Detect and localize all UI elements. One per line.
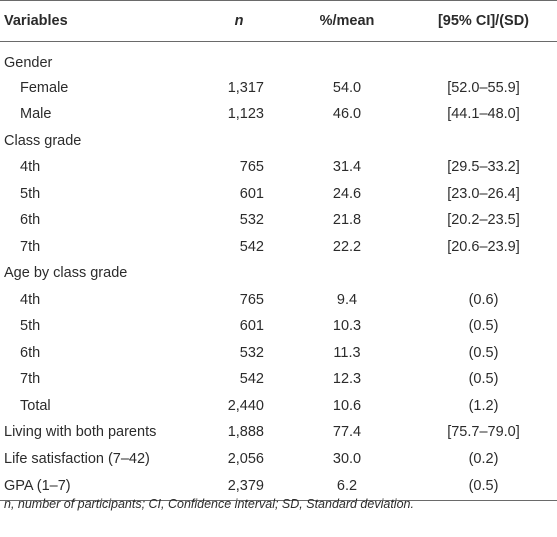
row-ci-sd: [75.7–79.0] bbox=[447, 424, 520, 441]
row-n: 1,123 bbox=[227, 106, 264, 123]
row-ci-sd: (1.2) bbox=[468, 397, 499, 414]
row-ci-sd: [20.2–23.5] bbox=[447, 212, 520, 229]
row-pct-mean: 54.0 bbox=[332, 79, 362, 96]
table-row: Life satisfaction (7–42) 2,056 30.0 (0.2) bbox=[0, 446, 557, 473]
row-pct-mean: 30.0 bbox=[332, 450, 362, 467]
row-label: 7th bbox=[20, 371, 41, 388]
data-table-container: Variables n %/mean [95% CI]/(SD) Gender F… bbox=[0, 0, 557, 500]
row-label: Gender bbox=[4, 54, 53, 71]
row-n bbox=[194, 128, 284, 155]
table-row: 4th 765 9.4 (0.6) bbox=[0, 287, 557, 314]
row-label: Class grade bbox=[4, 132, 82, 149]
row-pct-mean: 12.3 bbox=[332, 371, 362, 388]
table-row: Living with both parents 1,888 77.4 [75.7–7… bbox=[0, 419, 557, 446]
row-n: 765 bbox=[239, 291, 264, 308]
row-n bbox=[194, 42, 284, 75]
table-row: Female 1,317 54.0 [52.0–55.9] bbox=[0, 75, 557, 102]
row-label: 4th bbox=[20, 291, 41, 308]
header-row: Variables n %/mean [95% CI]/(SD) bbox=[0, 0, 557, 42]
row-n: 2,379 bbox=[227, 477, 264, 494]
row-n: 1,888 bbox=[227, 424, 264, 441]
table-row: Gender bbox=[0, 42, 557, 75]
row-pct-mean bbox=[284, 128, 410, 155]
row-ci-sd: [23.0–26.4] bbox=[447, 185, 520, 202]
row-ci-sd: (0.5) bbox=[468, 344, 499, 361]
row-label: Life satisfaction (7–42) bbox=[4, 450, 150, 467]
row-ci-sd: (0.5) bbox=[468, 477, 499, 494]
row-label: 5th bbox=[20, 185, 41, 202]
row-ci-sd: [20.6–23.9] bbox=[447, 238, 520, 255]
row-ci-sd bbox=[410, 128, 557, 155]
header-ci-sd: [95% CI]/(SD) bbox=[437, 13, 530, 29]
row-n: 601 bbox=[239, 318, 264, 335]
table-row: Total 2,440 10.6 (1.2) bbox=[0, 393, 557, 420]
row-n: 2,440 bbox=[227, 397, 264, 414]
table-header: Variables n %/mean [95% CI]/(SD) bbox=[0, 0, 557, 42]
header-pct-mean: %/mean bbox=[319, 13, 375, 29]
row-pct-mean: 11.3 bbox=[333, 344, 361, 361]
row-pct-mean bbox=[284, 42, 410, 75]
row-label: 7th bbox=[20, 238, 41, 255]
header-variables: Variables bbox=[4, 13, 68, 29]
row-n: 542 bbox=[239, 371, 264, 388]
row-ci-sd bbox=[410, 260, 557, 287]
row-ci-sd: (0.5) bbox=[468, 318, 499, 335]
table-row: 7th 542 12.3 (0.5) bbox=[0, 366, 557, 393]
table-row: 5th 601 10.3 (0.5) bbox=[0, 313, 557, 340]
table-body: Gender Female 1,317 54.0 [52.0–55.9] Male 1,12… bbox=[0, 42, 557, 500]
row-n: 2,056 bbox=[227, 450, 264, 467]
table-row: 6th 532 11.3 (0.5) bbox=[0, 340, 557, 367]
table-row: Age by class grade bbox=[0, 260, 557, 287]
table-row: 4th 765 31.4 [29.5–33.2] bbox=[0, 154, 557, 181]
row-label: Male bbox=[20, 106, 52, 123]
row-ci-sd: [29.5–33.2] bbox=[447, 159, 520, 176]
row-n: 601 bbox=[239, 185, 264, 202]
header-n: n bbox=[234, 13, 244, 29]
row-pct-mean: 46.0 bbox=[332, 106, 362, 123]
row-label: Age by class grade bbox=[4, 265, 128, 282]
row-label: Total bbox=[20, 397, 51, 414]
row-n: 542 bbox=[239, 238, 264, 255]
row-pct-mean: 77.4 bbox=[332, 424, 362, 441]
table-row: 5th 601 24.6 [23.0–26.4] bbox=[0, 181, 557, 208]
table-footnote: n, number of participants; CI, Confidenc… bbox=[4, 497, 414, 511]
table-row: 7th 542 22.2 [20.6–23.9] bbox=[0, 234, 557, 261]
row-pct-mean: 6.2 bbox=[336, 477, 358, 494]
row-ci-sd: (0.5) bbox=[468, 371, 499, 388]
row-pct-mean: 31.4 bbox=[332, 159, 362, 176]
row-n: 532 bbox=[239, 344, 264, 361]
row-ci-sd: (0.2) bbox=[468, 450, 499, 467]
table-row: Class grade bbox=[0, 128, 557, 155]
participants-table: Variables n %/mean [95% CI]/(SD) Gender F… bbox=[0, 0, 557, 500]
table-row: 6th 532 21.8 [20.2–23.5] bbox=[0, 207, 557, 234]
table-row: GPA (1–7) 2,379 6.2 (0.5) bbox=[0, 472, 557, 500]
row-n: 765 bbox=[239, 159, 264, 176]
row-pct-mean: 10.6 bbox=[332, 397, 362, 414]
row-label: Living with both parents bbox=[4, 424, 157, 441]
row-n: 532 bbox=[239, 212, 264, 229]
row-ci-sd bbox=[410, 42, 557, 75]
row-ci-sd: (0.6) bbox=[468, 291, 499, 308]
row-pct-mean: 24.6 bbox=[332, 185, 362, 202]
row-pct-mean: 10.3 bbox=[332, 318, 362, 335]
row-pct-mean: 9.4 bbox=[336, 291, 358, 308]
row-label: Female bbox=[20, 79, 69, 96]
row-ci-sd: [44.1–48.0] bbox=[447, 106, 520, 123]
row-label: 6th bbox=[20, 344, 41, 361]
row-label: 5th bbox=[20, 318, 41, 335]
row-n bbox=[194, 260, 284, 287]
row-label: 6th bbox=[20, 212, 41, 229]
row-pct-mean: 21.8 bbox=[332, 212, 362, 229]
row-n: 1,317 bbox=[227, 79, 264, 96]
row-ci-sd: [52.0–55.9] bbox=[447, 79, 520, 96]
row-pct-mean bbox=[284, 260, 410, 287]
table-row: Male 1,123 46.0 [44.1–48.0] bbox=[0, 101, 557, 128]
row-pct-mean: 22.2 bbox=[332, 238, 362, 255]
row-label: 4th bbox=[20, 159, 41, 176]
row-label: GPA (1–7) bbox=[4, 477, 71, 494]
